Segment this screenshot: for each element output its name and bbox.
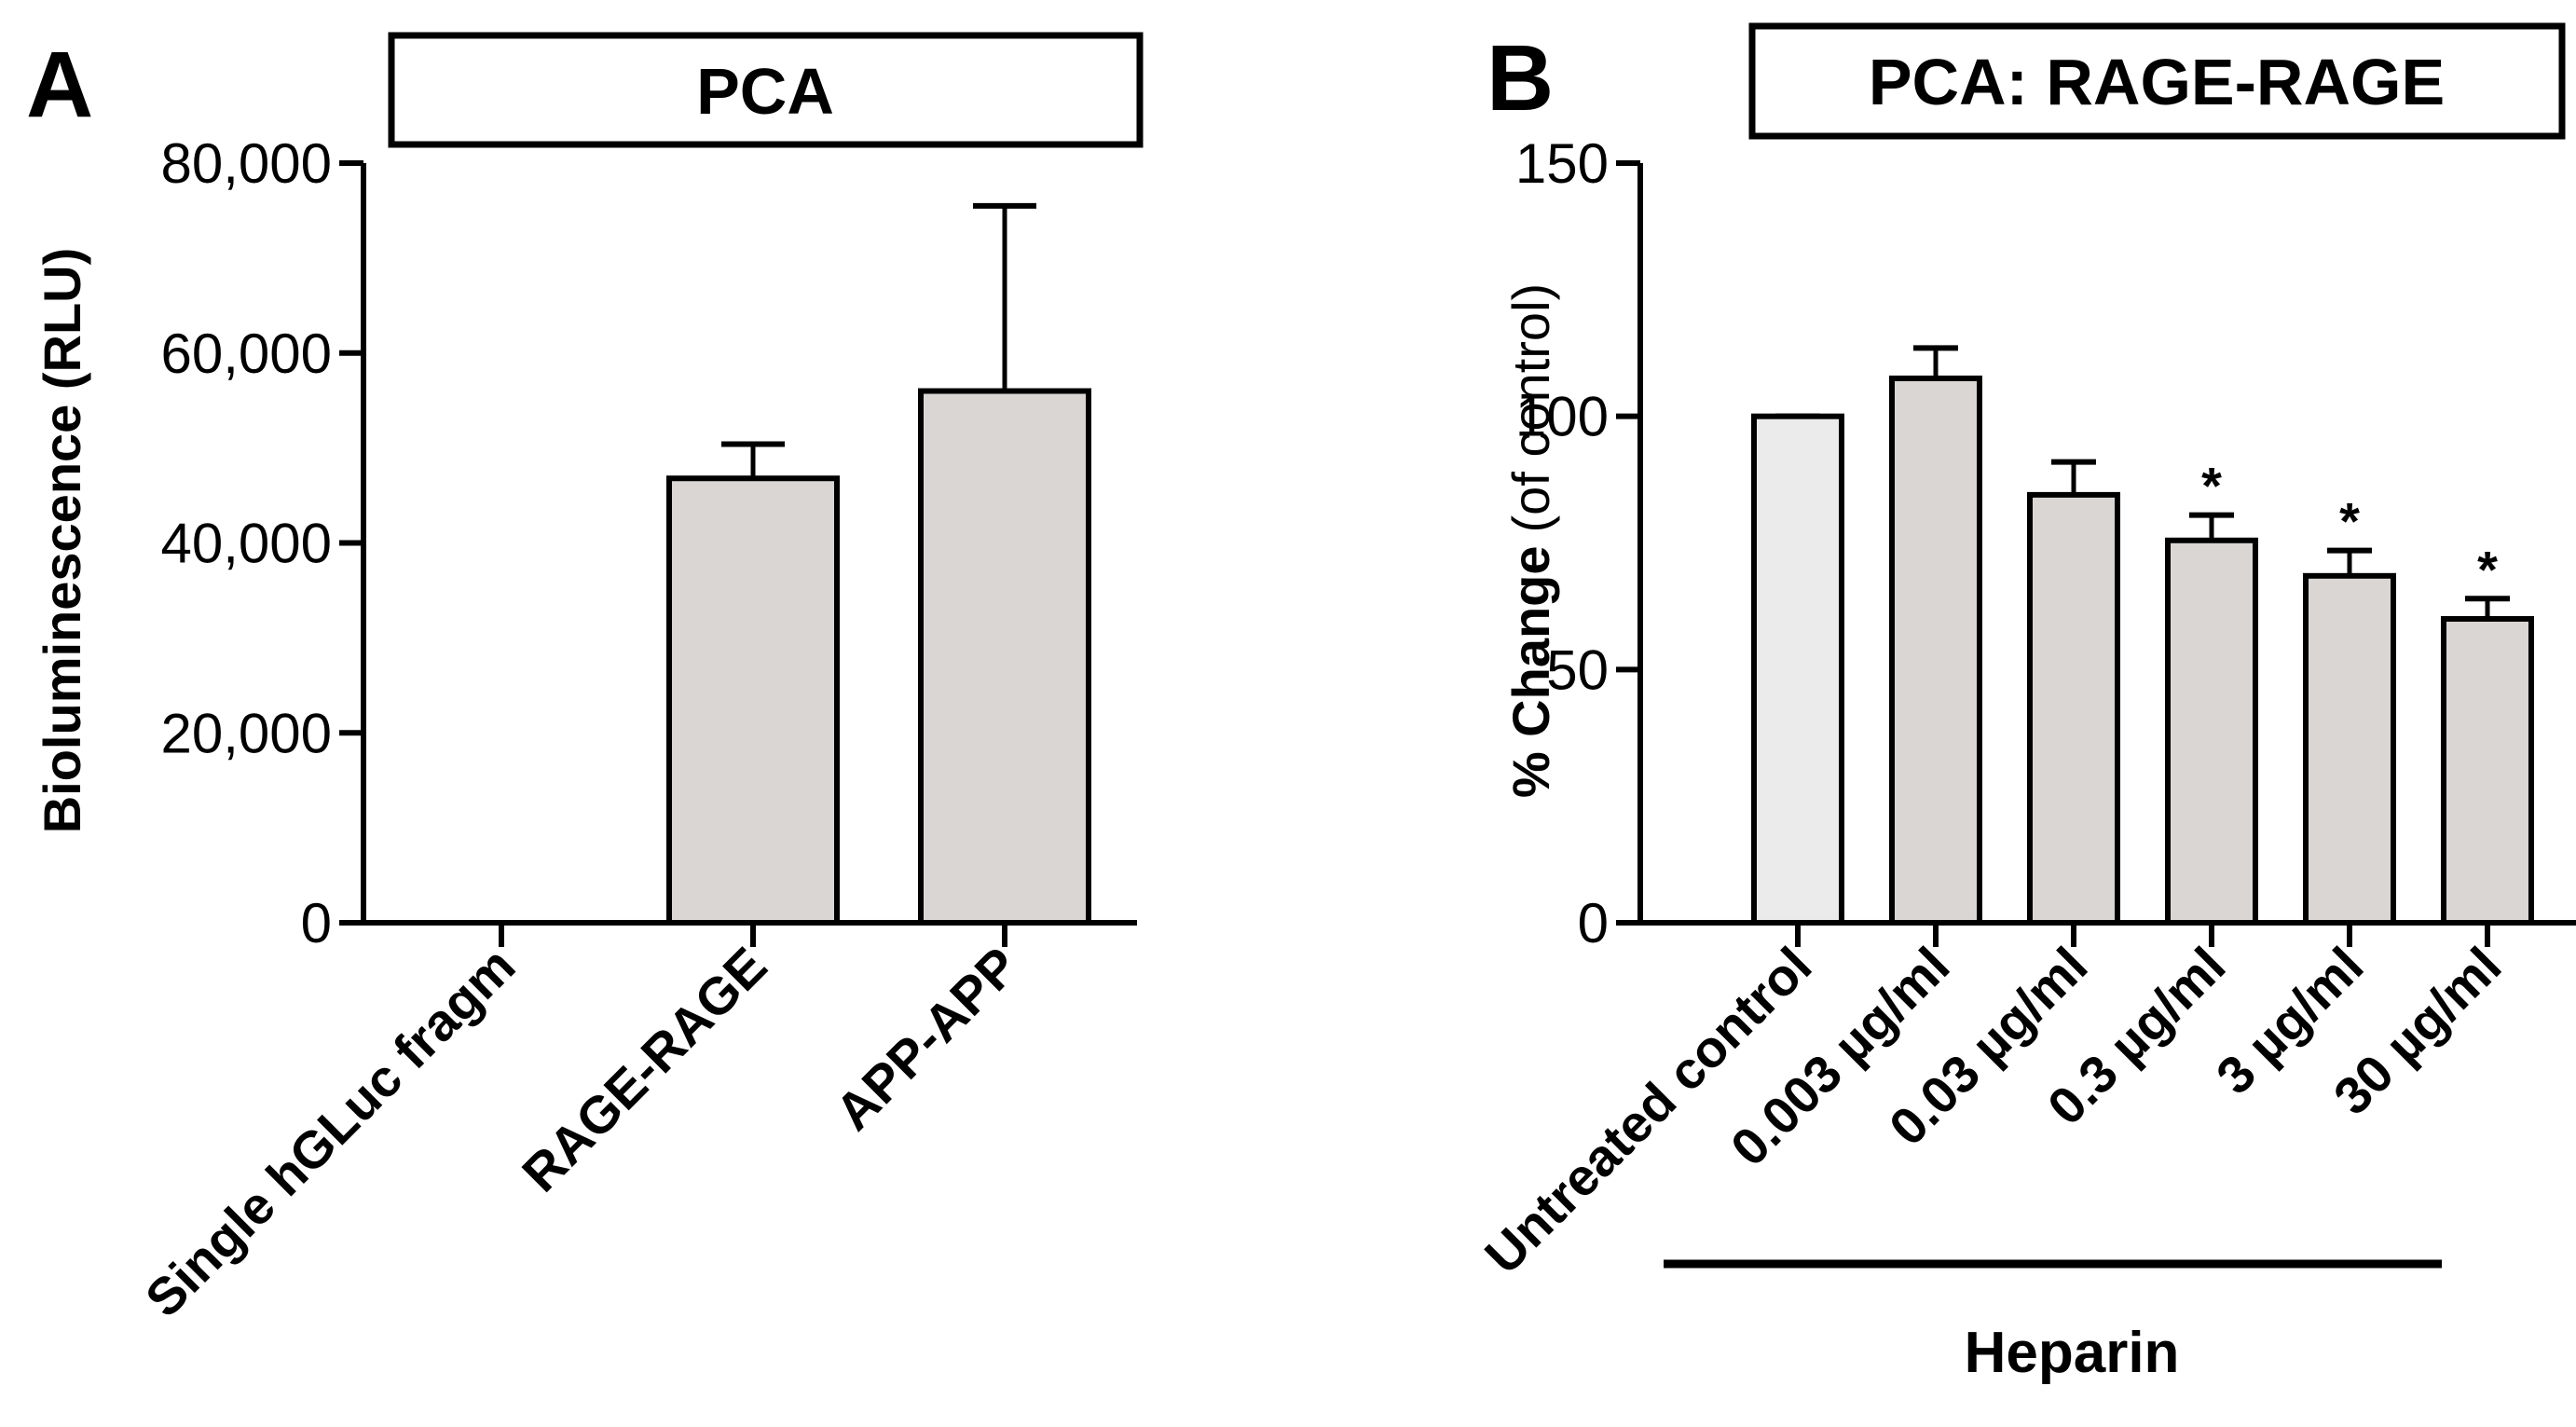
- panel-b-bar: [2165, 537, 2258, 926]
- heparin-group-label: Heparin: [1965, 1321, 2180, 1385]
- panel-b-bar: [2303, 572, 2396, 926]
- panel-a-bar: [918, 388, 1091, 926]
- panel-b-bar: [1751, 413, 1844, 926]
- panel-b-ytick-label: 150: [1515, 132, 1609, 195]
- panel-b-bar: [1889, 375, 1982, 926]
- panel-b-ytick-label: 0: [1578, 892, 1609, 954]
- panel-a-title: PCA: [696, 55, 834, 128]
- panel-a-ylabel: Bioluminescence (RLU): [33, 248, 91, 834]
- panel-a-plot: 0 20,000 40,000 60,000 80,000 Single hGLuc fr…: [134, 132, 1137, 1328]
- panel-a-ytick-label: 80,000: [160, 132, 332, 195]
- panel-b-ylabel: % Change (of control): [1501, 283, 1560, 798]
- panel-a-ytick-label: 20,000: [160, 702, 332, 764]
- panel-b-significance-star: *: [2201, 457, 2222, 515]
- panel-b-significance-star: *: [2477, 540, 2498, 598]
- panel-b-title: PCA: RAGE-RAGE: [1869, 46, 2445, 118]
- panel-a: A PCA Bioluminescence (RLU) 0 20,000 40,00…: [26, 32, 1144, 1328]
- panel-a-category-label: RAGE-RAGE: [511, 936, 778, 1203]
- panel-a-ytick-label: 60,000: [160, 322, 332, 385]
- panel-a-ytick-label: 40,000: [160, 513, 332, 575]
- panel-b-ylabel-bold: % Change: [1501, 545, 1560, 798]
- panel-b-bar: [2027, 491, 2120, 926]
- panel-b-letter: B: [1487, 26, 1554, 130]
- panel-a-title-box: [388, 32, 1144, 148]
- panel-b-title-box: [1748, 22, 2566, 140]
- panel-a-ytick-label: 0: [301, 892, 332, 954]
- panel-b-bar: [2441, 616, 2534, 926]
- panel-b-ytick-label: 50: [1546, 638, 1609, 701]
- panel-b-ylabel-normal: (of control): [1501, 283, 1560, 533]
- panel-b: B PCA: RAGE-RAGE % Change (of control) 0 5…: [1473, 22, 2576, 1385]
- panel-a-letter: A: [26, 33, 93, 137]
- panel-b-ytick-label: 100: [1515, 386, 1609, 448]
- panel-a-bar: [666, 475, 840, 926]
- panel-a-category-label: APP-APP: [824, 936, 1030, 1142]
- panel-b-significance-star: *: [2339, 492, 2360, 551]
- panel-a-category-label: Single hGLuc fragm: [134, 936, 527, 1328]
